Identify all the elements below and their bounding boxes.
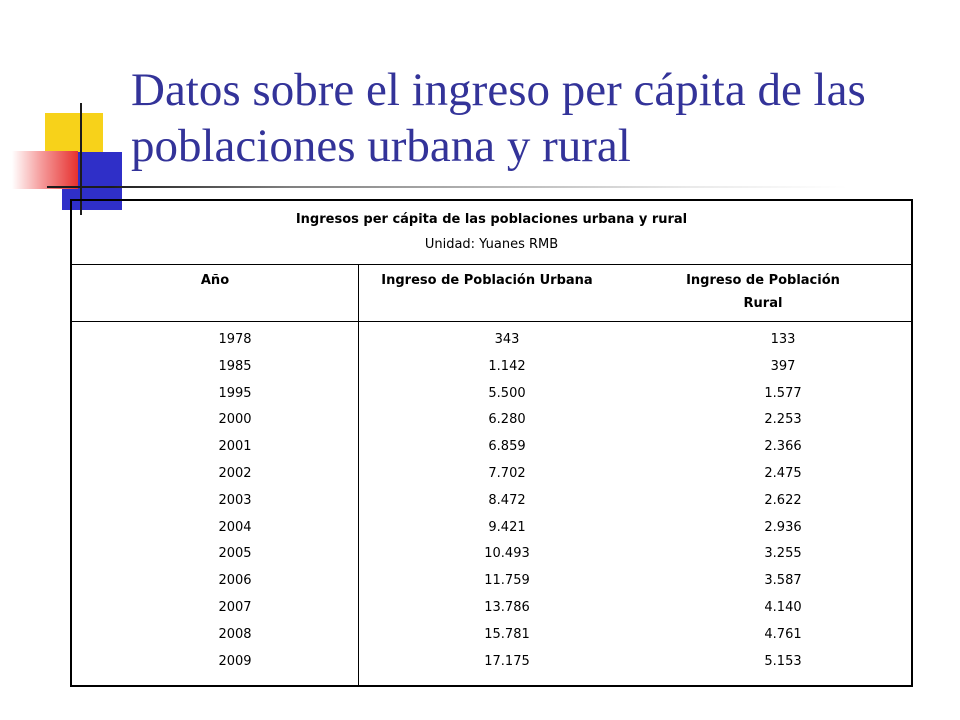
year-cell: 2002 (218, 465, 252, 481)
urban-income-cell: 6.859 (488, 439, 526, 455)
year-cell: 2005 (218, 546, 252, 562)
rural-income-cell: 2.366 (764, 439, 802, 455)
rural-income-cell: 4.761 (764, 626, 802, 642)
year-cell: 2003 (218, 492, 252, 508)
column-header-year: Año (72, 264, 358, 322)
rural-income-cell: 3.255 (764, 546, 802, 562)
rural-income-cell: 2.622 (764, 492, 802, 508)
urban-income-cell: 10.493 (484, 546, 530, 562)
rural-income-cell: 2.253 (764, 412, 802, 428)
column-urban-values: 343 1.142 5.500 6.280 6.859 7.702 8.472 9.421 10… (358, 322, 615, 685)
rural-income-cell: 133 (770, 332, 796, 347)
urban-income-cell: 343 (494, 332, 520, 347)
urban-income-cell: 11.759 (484, 573, 530, 589)
year-cell: 2000 (218, 412, 252, 428)
urban-income-cell: 6.280 (488, 412, 526, 428)
decor-vertical-line (80, 103, 82, 215)
table-title: Ingresos per cápita de las poblaciones u… (295, 212, 688, 227)
rural-income-cell: 2.475 (764, 465, 802, 481)
column-rural-values: 133 397 1.577 2.253 2.366 2.475 2.622 2.936 3.25… (615, 322, 911, 685)
urban-income-cell: 1.142 (488, 358, 526, 374)
decor-red-bar (12, 151, 78, 189)
year-cell: 2006 (218, 573, 252, 589)
rural-income-cell: 4.140 (764, 599, 802, 615)
urban-income-cell: 8.472 (488, 492, 526, 508)
column-year-values: 1978 1985 1995 2000 2001 2002 2003 2004 2005 2006… (72, 322, 358, 685)
urban-income-cell: 15.781 (484, 626, 530, 642)
rural-income-cell: 1.577 (764, 385, 802, 401)
urban-income-cell: 17.175 (484, 653, 530, 669)
urban-income-cell: 7.702 (488, 465, 526, 481)
year-cell: 2001 (218, 439, 252, 455)
decor-horizontal-line (47, 186, 847, 188)
year-cell: 2009 (218, 653, 252, 669)
rural-income-cell: 3.587 (764, 573, 802, 589)
year-cell: 2007 (218, 599, 252, 615)
year-cell: 2008 (218, 626, 252, 642)
column-header-rural: Ingreso de Población Rural (615, 264, 911, 322)
urban-income-cell: 9.421 (488, 519, 526, 535)
year-cell: 2004 (218, 519, 252, 535)
rural-income-cell: 397 (770, 358, 796, 374)
year-cell: 1985 (218, 358, 252, 374)
table-header: Ingresos per cápita de las poblaciones u… (72, 201, 911, 265)
year-cell: 1995 (218, 385, 252, 401)
income-table: Ingresos per cápita de las poblaciones u… (70, 199, 913, 687)
urban-income-cell: 5.500 (488, 385, 526, 401)
urban-income-cell: 13.786 (484, 599, 530, 615)
rural-income-cell: 2.936 (764, 519, 802, 535)
slide-title: Datos sobre el ingreso per cápita de las… (131, 64, 866, 172)
year-cell: 1978 (218, 332, 252, 347)
rural-income-cell: 5.153 (764, 653, 802, 669)
column-header-urban: Ingreso de Población Urbana (358, 264, 615, 322)
table-unit: Unidad: Yuanes RMB (424, 237, 559, 252)
